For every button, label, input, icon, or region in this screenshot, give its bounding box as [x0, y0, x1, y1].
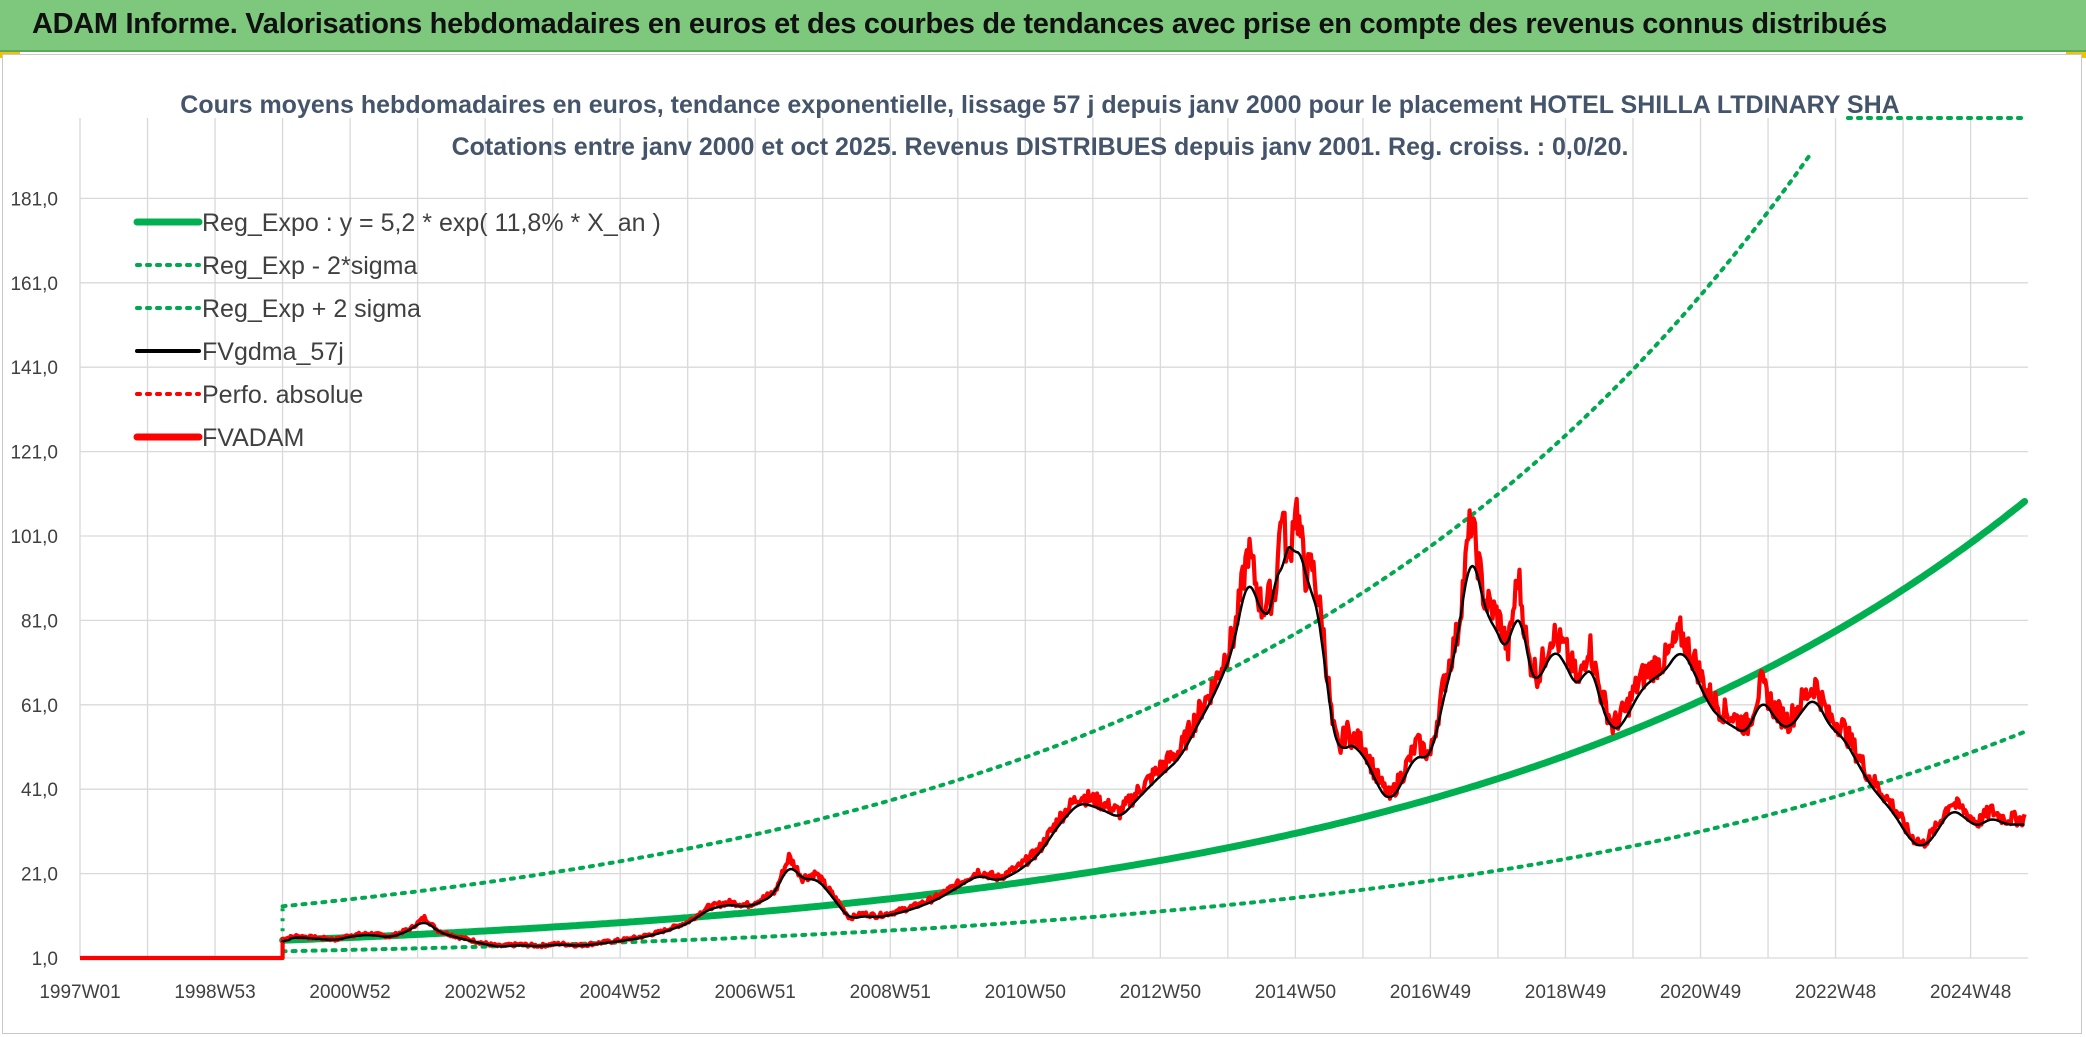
y-tick-label: 1,0: [32, 949, 58, 970]
x-tick-label: 2024W48: [1930, 982, 2011, 1003]
reg-plus-2sigma-line: [280, 154, 1811, 909]
chart-title-line2: Cotations entre janv 2000 et oct 2025. R…: [452, 133, 1629, 161]
fvadam-line: [79, 496, 2027, 961]
x-tick-label: 2018W49: [1525, 982, 1606, 1003]
y-tick-label: 61,0: [21, 696, 58, 717]
x-tick-label: 2004W52: [580, 982, 661, 1003]
legend-label: FVgdma_57j: [202, 338, 344, 366]
page-title: ADAM Informe. Valorisations hebdomadaire…: [32, 8, 1887, 40]
y-axis-ticks: 1,0 21,0 41,0 61,0 81,0 101,0 121,0 141,0 161,0 1…: [10, 189, 58, 970]
x-tick-label: 2022W48: [1795, 982, 1876, 1003]
header-banner: ADAM Informe. Valorisations hebdomadaire…: [0, 0, 2086, 52]
chart-frame: [2, 54, 2082, 1034]
x-tick-label: 2008W51: [850, 982, 931, 1003]
chart-title-line1: Cours moyens hebdomadaires en euros, ten…: [180, 91, 1899, 119]
x-tick-label: 2012W50: [1120, 982, 1201, 1003]
chart-grid: [79, 118, 2028, 959]
x-tick-label: 2010W50: [985, 982, 1066, 1003]
x-tick-label: 2020W49: [1660, 982, 1741, 1003]
y-tick-label: 141,0: [10, 358, 58, 379]
y-tick-label: 121,0: [10, 443, 58, 464]
y-tick-label: 81,0: [21, 611, 58, 632]
reg-expo-line: [279, 498, 2029, 944]
y-tick-label: 161,0: [10, 274, 58, 295]
chart-legend: Reg_Expo : y = 5,2 * exp( 11,8% * X_an )…: [133, 209, 661, 452]
x-tick-label: 1997W01: [39, 982, 120, 1003]
x-tick-label: 2016W49: [1390, 982, 1471, 1003]
x-tick-label: 1998W53: [174, 982, 255, 1003]
y-tick-label: 21,0: [21, 865, 58, 886]
y-tick-label: 181,0: [10, 189, 58, 210]
legend-label: Reg_Exp - 2*sigma: [202, 252, 417, 280]
legend-label: Reg_Exp + 2 sigma: [202, 295, 421, 323]
legend-label: Reg_Expo : y = 5,2 * exp( 11,8% * X_an ): [202, 209, 661, 237]
x-tick-label: 2002W52: [444, 982, 525, 1003]
reg-minus-2sigma-line: [280, 729, 2027, 954]
y-tick-label: 41,0: [21, 780, 58, 801]
fvgdma-57j-line: [281, 545, 2025, 948]
x-axis-ticks: 1997W01 1998W53 2000W52 2002W52 2004W52 2006W…: [39, 982, 2011, 1003]
legend-label: FVADAM: [202, 424, 304, 452]
y-tick-label: 101,0: [10, 527, 58, 548]
chart-series: [79, 154, 2029, 961]
legend-label: Perfo. absolue: [202, 381, 363, 409]
x-tick-label: 2000W52: [309, 982, 390, 1003]
x-tick-label: 2006W51: [715, 982, 796, 1003]
x-tick-label: 2014W50: [1255, 982, 1336, 1003]
